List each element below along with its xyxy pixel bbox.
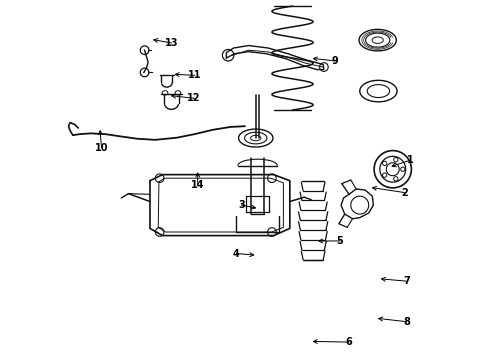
Text: 7: 7 [403, 276, 410, 286]
Text: 12: 12 [187, 93, 201, 103]
Text: 3: 3 [238, 200, 245, 210]
Text: 13: 13 [165, 38, 178, 48]
Text: 4: 4 [233, 248, 240, 258]
Text: 10: 10 [95, 143, 108, 153]
Text: 2: 2 [401, 188, 408, 198]
Text: 1: 1 [407, 155, 414, 165]
Text: 6: 6 [345, 337, 352, 347]
Text: 11: 11 [188, 70, 201, 80]
Text: 8: 8 [403, 317, 410, 327]
Text: 5: 5 [337, 236, 343, 246]
Text: 9: 9 [332, 56, 339, 66]
Text: 14: 14 [191, 180, 204, 190]
